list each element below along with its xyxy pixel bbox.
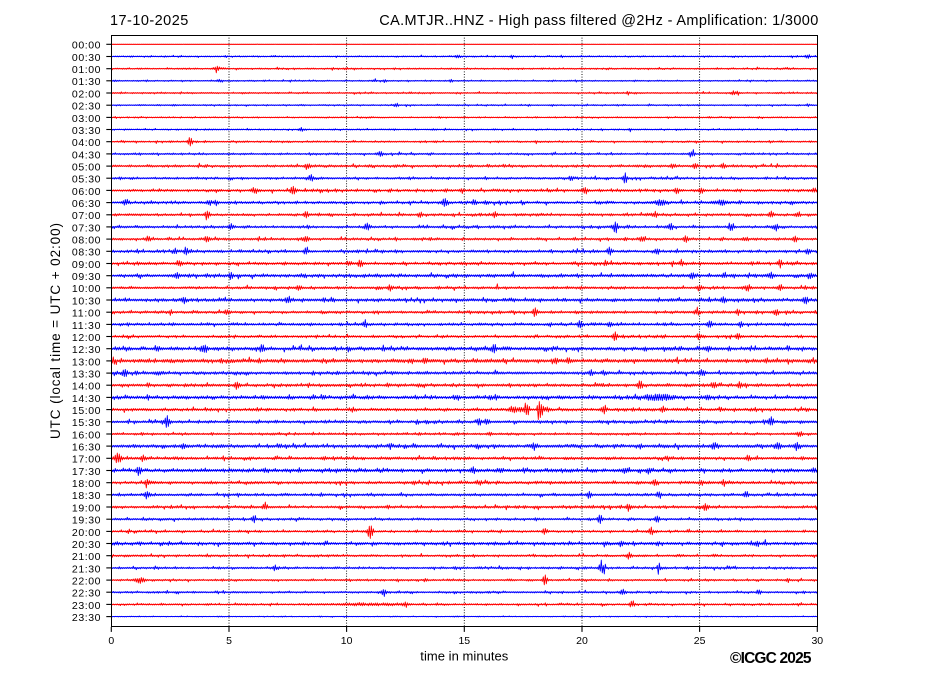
svg-text:20: 20 <box>576 635 588 647</box>
svg-text:13:30: 13:30 <box>72 369 101 381</box>
svg-text:22:00: 22:00 <box>72 576 101 588</box>
svg-text:06:30: 06:30 <box>72 198 101 210</box>
svg-text:07:00: 07:00 <box>72 210 101 222</box>
svg-text:23:30: 23:30 <box>72 612 101 624</box>
svg-text:5: 5 <box>226 635 232 647</box>
svg-text:10:30: 10:30 <box>72 295 101 307</box>
svg-text:UTC (local time = UTC + 02:00): UTC (local time = UTC + 02:00) <box>48 223 63 439</box>
svg-text:19:00: 19:00 <box>72 502 101 514</box>
svg-text:15: 15 <box>458 635 470 647</box>
svg-text:06:00: 06:00 <box>72 186 101 198</box>
svg-text:10: 10 <box>341 635 353 647</box>
svg-text:01:00: 01:00 <box>72 64 101 76</box>
svg-text:11:00: 11:00 <box>72 308 101 320</box>
svg-text:23:00: 23:00 <box>72 600 101 612</box>
svg-text:30: 30 <box>811 635 823 647</box>
svg-text:12:00: 12:00 <box>72 332 101 344</box>
svg-text:10:00: 10:00 <box>72 283 101 295</box>
svg-text:21:30: 21:30 <box>72 563 101 575</box>
svg-text:0: 0 <box>108 635 114 647</box>
svg-text:07:30: 07:30 <box>72 222 101 234</box>
svg-text:05:30: 05:30 <box>72 174 101 186</box>
svg-text:17-10-2025: 17-10-2025 <box>110 13 188 29</box>
svg-text:16:00: 16:00 <box>72 429 101 441</box>
svg-text:05:00: 05:00 <box>72 162 101 174</box>
svg-text:CA.MTJR..HNZ - High pass filte: CA.MTJR..HNZ - High pass filtered @2Hz -… <box>379 13 818 29</box>
svg-text:21:00: 21:00 <box>72 551 101 563</box>
svg-text:11:30: 11:30 <box>72 320 101 332</box>
svg-text:04:30: 04:30 <box>72 149 101 161</box>
svg-text:time in minutes: time in minutes <box>420 649 509 664</box>
svg-text:17:30: 17:30 <box>72 466 101 478</box>
svg-text:14:30: 14:30 <box>72 393 101 405</box>
svg-text:18:30: 18:30 <box>72 490 101 502</box>
svg-text:13:00: 13:00 <box>72 356 101 368</box>
svg-text:19:30: 19:30 <box>72 515 101 527</box>
svg-text:03:30: 03:30 <box>72 125 101 137</box>
svg-text:00:00: 00:00 <box>72 40 101 52</box>
svg-text:20:30: 20:30 <box>72 539 101 551</box>
svg-text:25: 25 <box>694 635 706 647</box>
svg-text:©ICGC 2025: ©ICGC 2025 <box>730 650 812 667</box>
svg-text:12:30: 12:30 <box>72 344 101 356</box>
svg-text:09:00: 09:00 <box>72 259 101 271</box>
svg-text:00:30: 00:30 <box>72 52 101 64</box>
svg-text:08:30: 08:30 <box>72 247 101 259</box>
svg-text:18:00: 18:00 <box>72 478 101 490</box>
svg-text:22:30: 22:30 <box>72 588 101 600</box>
svg-text:20:00: 20:00 <box>72 527 101 539</box>
svg-text:04:00: 04:00 <box>72 137 101 149</box>
svg-text:08:00: 08:00 <box>72 235 101 247</box>
svg-text:01:30: 01:30 <box>72 76 101 88</box>
svg-text:14:00: 14:00 <box>72 381 101 393</box>
svg-text:02:30: 02:30 <box>72 101 101 113</box>
svg-text:16:30: 16:30 <box>72 442 101 454</box>
svg-text:17:00: 17:00 <box>72 454 101 466</box>
svg-text:02:00: 02:00 <box>72 88 101 100</box>
svg-text:09:30: 09:30 <box>72 271 101 283</box>
svg-text:15:00: 15:00 <box>72 405 101 417</box>
svg-text:15:30: 15:30 <box>72 417 101 429</box>
svg-text:03:00: 03:00 <box>72 113 101 125</box>
